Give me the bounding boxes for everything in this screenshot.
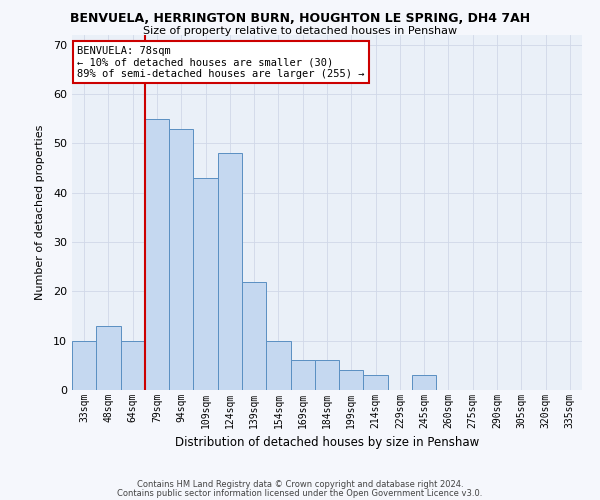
Text: BENVUELA: 78sqm
← 10% of detached houses are smaller (30)
89% of semi-detached h: BENVUELA: 78sqm ← 10% of detached houses… xyxy=(77,46,365,79)
X-axis label: Distribution of detached houses by size in Penshaw: Distribution of detached houses by size … xyxy=(175,436,479,450)
Bar xyxy=(290,360,315,390)
Bar xyxy=(364,375,388,390)
Bar xyxy=(315,360,339,390)
Bar xyxy=(96,326,121,390)
Text: Contains HM Land Registry data © Crown copyright and database right 2024.: Contains HM Land Registry data © Crown c… xyxy=(137,480,463,489)
Bar xyxy=(266,340,290,390)
Text: Contains public sector information licensed under the Open Government Licence v3: Contains public sector information licen… xyxy=(118,489,482,498)
Y-axis label: Number of detached properties: Number of detached properties xyxy=(35,125,44,300)
Bar xyxy=(121,340,145,390)
Bar xyxy=(72,340,96,390)
Bar xyxy=(145,119,169,390)
Bar xyxy=(412,375,436,390)
Bar xyxy=(218,154,242,390)
Text: Size of property relative to detached houses in Penshaw: Size of property relative to detached ho… xyxy=(143,26,457,36)
Bar xyxy=(339,370,364,390)
Text: BENVUELA, HERRINGTON BURN, HOUGHTON LE SPRING, DH4 7AH: BENVUELA, HERRINGTON BURN, HOUGHTON LE S… xyxy=(70,12,530,26)
Bar xyxy=(193,178,218,390)
Bar xyxy=(242,282,266,390)
Bar xyxy=(169,128,193,390)
